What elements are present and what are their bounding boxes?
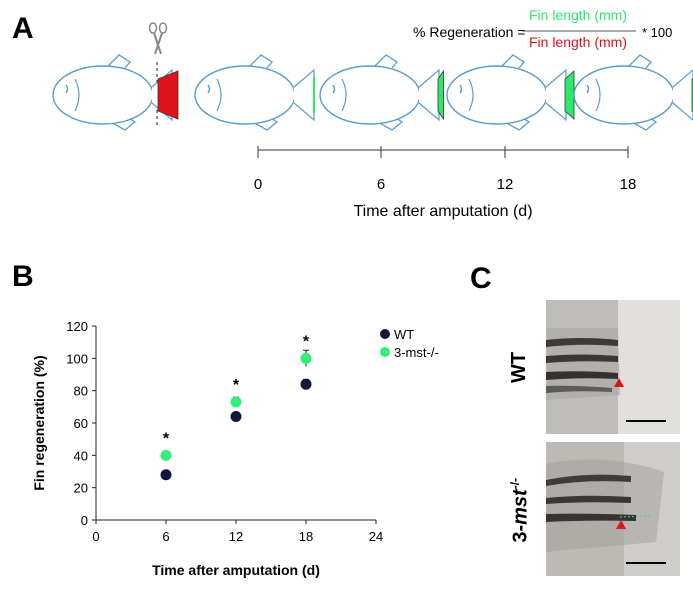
formula-lhs: % Regeneration =: [413, 24, 525, 40]
legend-entry: WT: [394, 327, 414, 342]
fish-icon: [446, 54, 575, 131]
legend-marker: [380, 347, 390, 357]
x-tick-label: 6: [162, 529, 169, 544]
y-tick-label: 80: [74, 384, 88, 399]
chart-axes: 0 20 40 60 80 100 120 0 6 12 18 24: [66, 319, 383, 544]
significance-marker: *: [163, 430, 170, 447]
legend-entry: 3-mst-/-: [394, 345, 439, 360]
chart-legend: WT 3-mst-/-: [380, 327, 439, 360]
timeline-label: Time after amputation (d): [353, 203, 532, 220]
x-tick-label: 24: [369, 529, 383, 544]
photo-3-mst: [546, 442, 680, 576]
panel-letter-c: C: [470, 262, 492, 295]
x-tick-label: 18: [299, 529, 313, 544]
legend-marker: [380, 329, 390, 339]
significance-marker: *: [303, 333, 310, 350]
formula-numerator: Fin length (mm): [529, 7, 627, 23]
data-point: [230, 411, 242, 423]
panel-a-schematic: % Regeneration = Fin length (mm) Fin len…: [52, 7, 693, 220]
panel-letter-b: B: [12, 260, 34, 293]
timeline-tick-label: 0: [254, 176, 262, 193]
x-tick-label: 0: [92, 529, 99, 544]
data-point: [230, 396, 242, 408]
data-point: [160, 449, 172, 461]
y-tick-label: 40: [74, 448, 88, 463]
photo-wt: [546, 300, 680, 434]
y-tick-label: 60: [74, 416, 88, 431]
x-tick-label: 12: [229, 529, 243, 544]
data-point: [160, 469, 172, 481]
amputation-marker-icon: [614, 378, 624, 387]
timeline-tick-label: 12: [497, 176, 514, 193]
scissors-icon: [148, 22, 168, 55]
y-tick-label: 120: [66, 319, 88, 334]
chart-points: * * *: [160, 333, 312, 481]
y-tick-label: 100: [66, 351, 88, 366]
row-label-3-mst: 3-mst-/-: [508, 477, 532, 543]
amputation-marker-icon: [616, 520, 626, 529]
fish-icon: [319, 54, 444, 131]
formula-denominator: Fin length (mm): [529, 34, 627, 50]
y-tick-label: 0: [81, 513, 88, 528]
data-point: [300, 352, 312, 364]
significance-marker: *: [233, 377, 240, 394]
x-axis-label: Time after amputation (d): [152, 562, 320, 578]
row-label-wt: WT: [508, 351, 531, 384]
y-axis-label: Fin regeneration (%): [31, 355, 47, 490]
panel-b-chart: 0 20 40 60 80 100 120 0 6 12 18 24 * * * WT 3-mst-/- F…: [31, 319, 439, 578]
panel-letter-a: A: [12, 12, 34, 45]
timeline-tick-label: 6: [377, 176, 385, 193]
formula-multiplier: * 100: [642, 25, 672, 40]
fish-icon: [573, 54, 693, 131]
y-tick-label: 20: [74, 481, 88, 496]
timeline-tick-label: 18: [620, 176, 637, 193]
fish-icon: [194, 54, 315, 131]
data-point: [300, 378, 312, 390]
timeline: 0 6 12 18: [254, 146, 637, 193]
fish-icon: [52, 54, 179, 131]
fish-stages: [52, 54, 693, 131]
